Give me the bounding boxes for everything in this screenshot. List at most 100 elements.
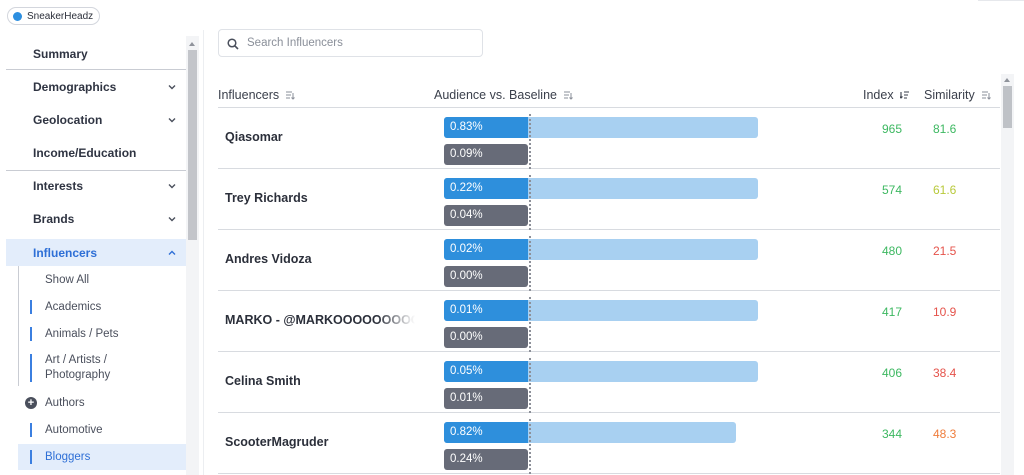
submenu-item-academics[interactable]: Academics [18, 296, 186, 318]
table-scrollbar[interactable] [1001, 74, 1014, 475]
submenu-item-animals-pets[interactable]: Animals / Pets [18, 323, 186, 345]
table-row[interactable]: Andres Vidoza 0.02% 0.00% 480 21.5 [218, 230, 1000, 291]
submenu-marker [30, 300, 32, 314]
column-header-label: Index [863, 88, 894, 102]
column-header-index[interactable]: Index [863, 88, 910, 102]
baseline-marker [529, 175, 531, 230]
submenu-marker [30, 450, 32, 464]
submenu-item-automotive[interactable]: Automotive [18, 419, 186, 441]
baseline-bar: 0.01% [444, 388, 528, 409]
baseline-bar: 0.24% [444, 449, 528, 470]
table-row[interactable]: Qiasomar 0.83% 0.09% 965 81.6 [218, 108, 1000, 169]
influencer-name[interactable]: MARKO - @MARKOOOOOOOOOO [225, 313, 415, 327]
audience-value: 0.82% [450, 426, 483, 438]
column-header-label: Influencers [218, 88, 280, 102]
audience-bar-fill [444, 239, 528, 260]
column-header-influencers[interactable]: Influencers [218, 88, 296, 102]
scroll-up-arrow-icon[interactable] [1004, 78, 1010, 82]
column-header-audience[interactable]: Audience vs. Baseline [434, 88, 573, 102]
influencer-name[interactable]: Celina Smith [225, 374, 301, 388]
sidebar-item-label: Interests [33, 179, 84, 193]
sidebar-item-interests[interactable]: Interests [6, 170, 186, 202]
submenu-item-label: Automotive [45, 423, 103, 436]
influencer-name[interactable]: Trey Richards [225, 191, 308, 205]
column-header-label: Similarity [924, 88, 975, 102]
sort-icon[interactable] [563, 90, 573, 100]
baseline-value: 0.04% [450, 209, 483, 221]
sidebar-divider [6, 170, 186, 171]
index-value: 417 [881, 305, 902, 319]
audience-value: 0.01% [450, 304, 483, 316]
submenu-item-art-artists-photography[interactable]: Art / Artists / Photography [18, 351, 138, 385]
audience-bar-fill [444, 178, 528, 199]
sidebar-item-income-education[interactable]: Income/Education [6, 137, 186, 169]
table-row[interactable]: MARKO - @MARKOOOOOOOOOO 0.01% 0.00% 417 10.9 [218, 291, 1000, 352]
similarity-value: 10.9 [933, 305, 957, 319]
sidebar-item-label: Brands [33, 212, 75, 226]
chevron-down-icon [168, 118, 176, 123]
influencer-name[interactable]: Qiasomar [225, 130, 283, 144]
submenu-guide-line [18, 266, 19, 386]
search-input[interactable]: Search Influencers [218, 29, 483, 57]
top-divider [978, 0, 1024, 1]
scroll-up-arrow-icon[interactable] [189, 42, 195, 46]
similarity-value: 61.6 [933, 183, 957, 197]
sidebar-item-summary[interactable]: Summary [6, 38, 186, 70]
submenu-marker [30, 423, 32, 437]
baseline-marker [529, 419, 531, 474]
submenu-item-label: Art / Artists / Photography [45, 354, 111, 381]
baseline-marker [529, 236, 531, 291]
submenu-item-label: Animals / Pets [45, 327, 119, 340]
table-row[interactable]: Trey Richards 0.22% 0.04% 574 61.6 [218, 169, 1000, 230]
similarity-value: 21.5 [933, 244, 957, 258]
sidebar-item-label: Demographics [33, 80, 117, 94]
table-header: Influencers Audience vs. Baseline Index … [218, 82, 1000, 108]
submenu-item-label: Show All [45, 273, 90, 286]
sidebar-item-brands[interactable]: Brands [6, 203, 186, 235]
audience-value: 0.05% [450, 365, 483, 377]
sidebar-item-label: Income/Education [33, 146, 137, 160]
scrollbar-thumb[interactable] [188, 50, 197, 240]
search-placeholder: Search Influencers [247, 37, 343, 49]
plus-circle-icon[interactable]: + [25, 397, 37, 409]
sidebar-item-label: Summary [33, 47, 88, 61]
submenu-marker [30, 327, 32, 341]
chevron-up-icon [168, 250, 176, 255]
audience-bar: 0.83% [444, 117, 758, 138]
baseline-value: 0.00% [450, 270, 483, 282]
influencer-name[interactable]: Andres Vidoza [225, 252, 312, 266]
baseline-marker [529, 358, 531, 413]
sort-descending-icon[interactable] [899, 90, 910, 100]
baseline-bar: 0.00% [444, 327, 528, 348]
similarity-value: 48.3 [933, 427, 957, 441]
table-row[interactable]: ScooterMagruder 0.82% 0.24% 344 48.3 [218, 413, 1000, 474]
submenu-item-label: Authors [45, 396, 85, 409]
submenu-marker [30, 354, 32, 382]
sidebar: Summary Demographics Geolocation Income/… [6, 36, 186, 475]
audience-bar-fill [444, 422, 528, 443]
index-value: 480 [881, 244, 902, 258]
audience-bar: 0.82% [444, 422, 736, 443]
submenu-item-show-all[interactable]: Show All [18, 269, 186, 291]
sidebar-item-geolocation[interactable]: Geolocation [6, 104, 186, 136]
influencer-name[interactable]: ScooterMagruder [225, 435, 329, 449]
sidebar-scrollbar[interactable] [186, 36, 199, 475]
index-value: 965 [881, 122, 902, 136]
scrollbar-thumb[interactable] [1003, 86, 1012, 128]
sidebar-item-label: Influencers [33, 245, 98, 260]
brand-chip[interactable]: SneakerHeadz [7, 7, 101, 25]
sort-icon[interactable] [285, 90, 296, 100]
audience-bar: 0.05% [444, 361, 758, 382]
sidebar-divider [6, 69, 186, 70]
baseline-value: 0.00% [450, 331, 483, 343]
submenu-item-bloggers[interactable]: Bloggers [18, 444, 186, 470]
chevron-down-icon [168, 85, 176, 90]
sidebar-item-demographics[interactable]: Demographics [6, 71, 186, 103]
sort-icon[interactable] [981, 90, 991, 100]
index-value: 406 [881, 366, 902, 380]
audience-value: 0.83% [450, 121, 483, 133]
table-row[interactable]: Celina Smith 0.05% 0.01% 406 38.4 [218, 352, 1000, 413]
submenu-item-authors[interactable]: + Authors [18, 392, 186, 414]
column-header-similarity[interactable]: Similarity [924, 88, 991, 102]
sidebar-item-influencers[interactable]: Influencers [6, 239, 186, 266]
